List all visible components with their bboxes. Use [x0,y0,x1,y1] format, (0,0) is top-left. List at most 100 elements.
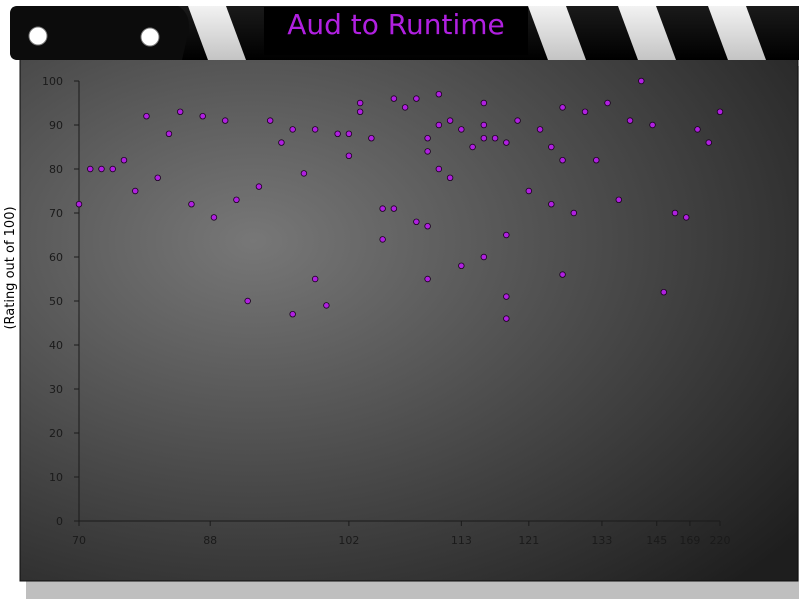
data-point [311,126,319,133]
data-point [311,275,319,283]
x-tick-label: 121 [518,534,539,547]
y-tick-label: 0 [56,515,63,528]
data-point [424,134,431,142]
data-point [525,187,533,195]
data-point [581,108,589,115]
data-point [503,139,510,146]
data-point [345,130,353,137]
data-point [626,117,634,124]
data-point [480,253,488,261]
data-point [278,139,285,146]
data-point [446,117,454,124]
x-tick-label: 169 [679,534,700,547]
x-axis-ticks: 70 88 102 113 121 133 145 169 220 [72,521,731,547]
data-point [491,134,499,142]
data-point [188,200,195,208]
clapperboard-body [19,57,799,599]
hinge-hole-icon [140,27,160,47]
data-point [165,130,173,137]
data-point [480,134,488,142]
data-points [75,77,724,322]
data-point [559,104,566,111]
data-point [177,108,184,115]
data-point [424,275,431,283]
y-axis-label: (Rating out of 100) [3,206,18,329]
data-point [401,104,409,111]
data-point [334,130,341,137]
data-point [221,117,229,124]
y-tick-label: 100 [42,75,63,88]
y-tick-label: 10 [49,471,63,484]
data-point [345,152,353,159]
data-point [266,117,274,124]
data-point [638,77,645,85]
data-point [593,156,600,164]
data-point [75,200,83,208]
data-point [132,187,139,195]
data-point [671,209,679,217]
data-point [435,90,443,98]
data-point [480,99,488,107]
data-point [503,231,510,239]
data-point [356,108,364,115]
data-point [660,289,667,296]
hinge-hole-icon [28,26,48,46]
y-tick-label: 90 [49,119,63,132]
x-tick-label: 113 [451,534,472,547]
data-point [120,156,128,164]
data-point [233,196,240,203]
data-point [548,143,555,151]
clapper-stripe [708,6,766,60]
data-point [210,214,218,221]
data-point [536,126,544,133]
data-point [289,311,296,318]
y-axis-ticks: 0 10 20 30 40 50 60 70 80 90 100 [42,75,79,528]
data-point [300,170,308,177]
y-tick-label: 50 [49,295,63,308]
clapper-stripe [528,6,586,60]
y-tick-label: 30 [49,383,63,396]
data-point [424,222,431,230]
clapper-stripe [618,6,676,60]
y-tick-label: 80 [49,163,63,176]
data-point [469,143,476,151]
data-point [255,183,263,190]
data-point [424,148,431,155]
data-point [683,214,690,221]
data-point [480,121,488,129]
data-point [503,293,510,300]
x-tick-label: 88 [203,534,217,547]
x-tick-label: 145 [646,534,667,547]
data-point [143,112,150,120]
data-point [390,205,398,212]
data-point [649,121,656,129]
title-box: Aud to Runtime [264,7,528,55]
x-tick-label: 220 [710,534,731,547]
data-point [446,174,454,181]
data-point [413,95,420,102]
data-point [503,315,510,322]
y-tick-label: 60 [49,251,63,264]
data-point [559,156,566,164]
data-point [390,95,398,102]
data-point [548,200,555,208]
data-point [368,134,375,142]
data-point [413,218,420,225]
data-point [154,174,161,181]
data-point [87,165,94,173]
data-point [379,205,386,212]
data-point [98,165,105,173]
data-point [559,271,566,278]
data-point [435,121,443,129]
data-point [379,236,386,243]
data-point [109,165,116,173]
data-point [458,262,465,269]
data-point [356,99,364,107]
data-point [199,112,206,120]
data-point [323,302,330,309]
data-point [615,196,622,203]
data-point [435,165,443,173]
data-point [604,99,611,107]
y-tick-label: 70 [49,207,63,220]
